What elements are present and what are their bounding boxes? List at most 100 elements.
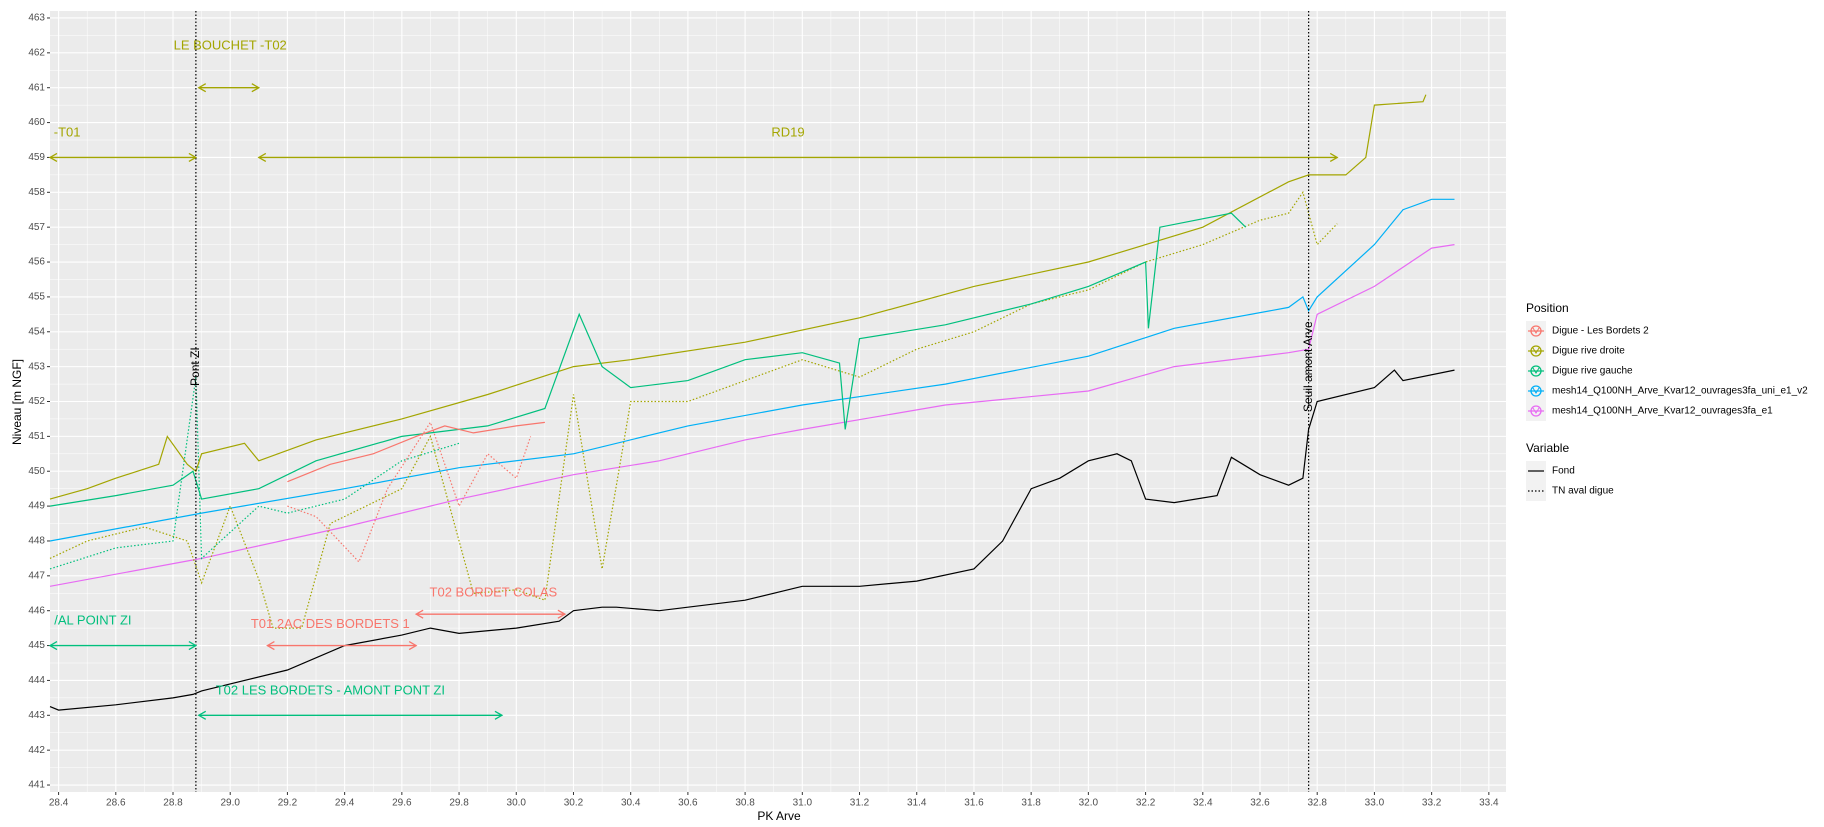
arrow-head xyxy=(48,152,58,163)
x-tick-label: 30.4 xyxy=(621,798,641,809)
y-tick-label: 449 xyxy=(28,501,45,512)
series-line xyxy=(49,94,1427,500)
x-tick-label: 28.8 xyxy=(163,798,183,809)
arrow-head xyxy=(48,640,58,651)
arrow xyxy=(197,83,261,93)
x-tick-label: 29.8 xyxy=(449,798,469,809)
arrow-head xyxy=(197,83,207,93)
arrow-head xyxy=(414,609,424,619)
series-line xyxy=(49,212,1247,507)
y-axis-title: Niveau [m NGF] xyxy=(10,359,24,445)
y-tick-label: 463 xyxy=(28,13,45,24)
arrow xyxy=(48,152,198,163)
arrow xyxy=(48,640,198,651)
y-tick-label: 450 xyxy=(28,466,45,477)
legend-glyph xyxy=(1530,365,1542,377)
arrow xyxy=(257,152,1339,163)
y-tick-label: 459 xyxy=(28,152,45,163)
x-tick-label: 33.0 xyxy=(1365,798,1385,809)
y-tick-label: 448 xyxy=(28,536,45,547)
y-tick-label: 456 xyxy=(28,257,45,268)
arrow-head xyxy=(197,710,207,720)
arrow-head xyxy=(251,83,261,93)
legend-glyph xyxy=(1530,345,1542,357)
legend-glyph xyxy=(1532,367,1540,374)
reference-label: Seuil amont Arve xyxy=(1301,321,1315,412)
series-line xyxy=(49,369,1455,711)
legend-label: Digue rive gauche xyxy=(1552,366,1633,377)
x-tick-label: 30.2 xyxy=(564,798,584,809)
series-line xyxy=(49,198,1455,542)
x-tick-label: 31.4 xyxy=(907,798,927,809)
arrow xyxy=(414,609,567,619)
arrow-head xyxy=(188,640,198,651)
x-tick-label: 31.2 xyxy=(850,798,870,809)
arrow-head xyxy=(188,152,198,163)
x-tick-label: 30.6 xyxy=(678,798,698,809)
x-tick-label: 33.2 xyxy=(1422,798,1442,809)
y-tick-label: 454 xyxy=(28,326,45,337)
annotation: T02 LES BORDETS - AMONT PONT ZI xyxy=(216,682,445,697)
legend-title: Position xyxy=(1526,301,1569,315)
arrow-head xyxy=(1329,152,1339,163)
x-tick-label: 32.4 xyxy=(1193,798,1213,809)
arrow-head xyxy=(494,710,504,720)
legend-title: Variable xyxy=(1526,441,1569,455)
series-line xyxy=(49,377,460,570)
x-tick-label: 28.6 xyxy=(106,798,126,809)
legend-label: mesh14_Q100NH_Arve_Kvar12_ouvrages3fa_un… xyxy=(1552,386,1808,397)
annotation: T02 BORDET COLAS xyxy=(430,585,558,600)
x-tick-label: 29.0 xyxy=(220,798,240,809)
y-tick-label: 458 xyxy=(28,187,45,198)
legend-label: Digue rive droite xyxy=(1552,346,1625,357)
series-line xyxy=(49,190,1338,629)
x-tick-label: 30.8 xyxy=(735,798,755,809)
x-tick-label: 29.6 xyxy=(392,798,412,809)
y-tick-label: 446 xyxy=(28,605,45,616)
series-line xyxy=(49,244,1455,587)
annotation: T01 2AC DES BORDETS 1 xyxy=(251,616,410,631)
x-tick-label: 32.2 xyxy=(1136,798,1156,809)
series-line xyxy=(287,421,532,563)
arrow xyxy=(266,640,418,651)
legend-label: Fond xyxy=(1552,466,1575,477)
legend-glyph xyxy=(1530,405,1542,417)
x-tick-label: 30.0 xyxy=(507,798,527,809)
y-tick-label: 457 xyxy=(28,222,45,233)
reference-label: Pont ZI xyxy=(188,347,202,386)
arrow-head xyxy=(266,640,275,651)
x-tick-label: 31.0 xyxy=(793,798,813,809)
y-tick-label: 453 xyxy=(28,361,45,372)
legend-glyph xyxy=(1532,347,1540,354)
series-line xyxy=(287,421,545,483)
y-tick-label: 443 xyxy=(28,710,45,721)
legend-glyph xyxy=(1530,385,1542,397)
x-tick-label: 32.6 xyxy=(1250,798,1270,809)
arrow-head xyxy=(408,640,418,651)
legend-label: Digue - Les Bordets 2 xyxy=(1552,326,1649,337)
annotation: RD19 xyxy=(771,124,804,139)
legend-glyph xyxy=(1532,387,1540,394)
y-tick-label: 444 xyxy=(28,675,45,686)
annotation: /AL POINT ZI xyxy=(54,613,131,628)
x-tick-label: 32.0 xyxy=(1079,798,1099,809)
y-tick-label: 462 xyxy=(28,47,45,58)
arrow-head xyxy=(257,152,267,163)
x-tick-label: 33.4 xyxy=(1479,798,1499,809)
y-tick-label: 447 xyxy=(28,570,45,581)
x-tick-label: 31.6 xyxy=(964,798,984,809)
legend-glyph xyxy=(1532,407,1540,414)
legend-label: TN aval digue xyxy=(1552,486,1614,497)
arrow xyxy=(197,710,504,720)
arrow-head xyxy=(557,609,567,619)
x-tick-label: 32.8 xyxy=(1307,798,1327,809)
y-tick-label: 441 xyxy=(28,780,45,791)
y-tick-label: 442 xyxy=(28,745,45,756)
annotation: -T01 xyxy=(54,124,81,139)
legend-glyph xyxy=(1532,327,1540,334)
y-tick-label: 445 xyxy=(28,640,45,651)
annotation: LE BOUCHET -T02 xyxy=(174,37,287,52)
x-tick-label: 31.8 xyxy=(1021,798,1041,809)
y-tick-label: 452 xyxy=(28,396,45,407)
y-tick-label: 461 xyxy=(28,82,45,93)
